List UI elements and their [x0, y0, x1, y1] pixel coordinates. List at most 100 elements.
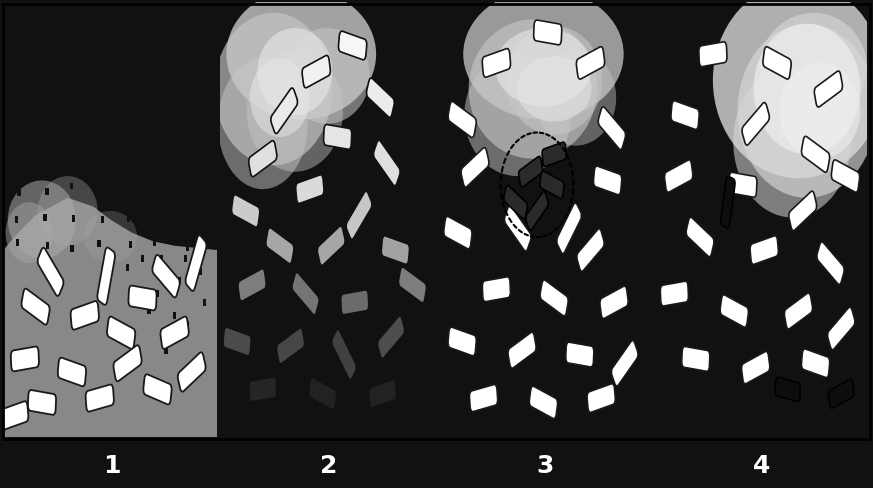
FancyBboxPatch shape	[508, 332, 536, 368]
FancyBboxPatch shape	[729, 172, 757, 197]
FancyBboxPatch shape	[367, 78, 395, 118]
FancyBboxPatch shape	[566, 342, 594, 367]
Ellipse shape	[258, 28, 333, 115]
FancyBboxPatch shape	[308, 378, 337, 410]
FancyBboxPatch shape	[461, 148, 489, 187]
FancyBboxPatch shape	[611, 341, 638, 386]
FancyBboxPatch shape	[223, 327, 251, 356]
Bar	[101, 217, 104, 224]
FancyBboxPatch shape	[28, 390, 56, 415]
Bar	[16, 74, 19, 81]
FancyBboxPatch shape	[801, 349, 829, 378]
Bar	[14, 155, 17, 162]
FancyBboxPatch shape	[664, 160, 693, 192]
FancyBboxPatch shape	[789, 191, 816, 231]
Bar	[181, 126, 184, 133]
FancyBboxPatch shape	[153, 255, 180, 298]
Bar	[127, 188, 130, 195]
FancyBboxPatch shape	[58, 358, 86, 386]
Bar	[203, 299, 206, 306]
Bar	[127, 42, 131, 49]
FancyBboxPatch shape	[671, 101, 699, 129]
FancyBboxPatch shape	[482, 48, 511, 77]
FancyBboxPatch shape	[504, 185, 527, 219]
FancyBboxPatch shape	[540, 171, 564, 199]
FancyBboxPatch shape	[576, 47, 605, 79]
FancyBboxPatch shape	[398, 267, 427, 303]
FancyBboxPatch shape	[107, 317, 135, 349]
Bar	[159, 155, 162, 162]
FancyBboxPatch shape	[828, 307, 855, 350]
FancyBboxPatch shape	[86, 385, 113, 412]
FancyBboxPatch shape	[22, 288, 50, 325]
Ellipse shape	[464, 0, 623, 120]
Bar	[97, 240, 100, 246]
FancyBboxPatch shape	[38, 248, 64, 296]
Bar	[45, 13, 49, 20]
Bar	[102, 130, 106, 137]
Bar	[164, 346, 168, 354]
FancyBboxPatch shape	[231, 195, 260, 227]
FancyBboxPatch shape	[587, 384, 615, 412]
FancyBboxPatch shape	[801, 136, 829, 172]
FancyBboxPatch shape	[249, 377, 277, 402]
FancyBboxPatch shape	[542, 142, 567, 166]
Bar	[14, 47, 17, 54]
FancyBboxPatch shape	[470, 385, 498, 412]
FancyBboxPatch shape	[828, 379, 854, 408]
FancyBboxPatch shape	[557, 203, 581, 254]
FancyBboxPatch shape	[721, 176, 735, 228]
Ellipse shape	[464, 54, 571, 176]
FancyBboxPatch shape	[577, 229, 604, 271]
FancyBboxPatch shape	[594, 166, 622, 195]
Ellipse shape	[247, 50, 343, 172]
Bar	[154, 47, 157, 54]
Ellipse shape	[226, 0, 376, 120]
Ellipse shape	[5, 202, 52, 263]
FancyBboxPatch shape	[482, 277, 511, 302]
Bar	[158, 100, 162, 107]
FancyBboxPatch shape	[686, 217, 714, 257]
FancyBboxPatch shape	[296, 175, 324, 203]
Ellipse shape	[733, 65, 851, 218]
Ellipse shape	[517, 56, 592, 122]
Bar	[127, 215, 130, 222]
Bar	[128, 241, 132, 248]
FancyBboxPatch shape	[382, 236, 409, 264]
Bar	[72, 44, 74, 51]
FancyBboxPatch shape	[185, 235, 207, 291]
FancyBboxPatch shape	[128, 285, 156, 310]
Text: 4: 4	[753, 454, 770, 478]
Bar	[46, 72, 50, 79]
FancyBboxPatch shape	[600, 286, 629, 319]
Bar	[157, 73, 161, 80]
Bar	[182, 46, 186, 54]
Ellipse shape	[753, 24, 861, 154]
FancyBboxPatch shape	[0, 401, 28, 430]
Bar	[14, 131, 17, 138]
FancyBboxPatch shape	[374, 140, 400, 186]
Bar	[157, 186, 161, 193]
Bar	[141, 255, 144, 262]
Bar	[126, 264, 129, 271]
FancyBboxPatch shape	[817, 242, 844, 285]
FancyBboxPatch shape	[660, 281, 689, 306]
Bar	[100, 160, 104, 166]
FancyBboxPatch shape	[292, 272, 320, 315]
FancyBboxPatch shape	[443, 217, 472, 249]
Bar	[72, 131, 75, 138]
Polygon shape	[3, 198, 217, 437]
FancyBboxPatch shape	[71, 301, 99, 330]
Bar	[43, 156, 46, 163]
FancyBboxPatch shape	[265, 228, 294, 264]
FancyBboxPatch shape	[332, 329, 356, 380]
Text: 3: 3	[536, 454, 553, 478]
Bar	[148, 307, 151, 314]
Bar	[15, 216, 18, 223]
FancyBboxPatch shape	[178, 352, 206, 392]
Bar	[184, 154, 188, 162]
Bar	[182, 17, 185, 23]
Bar	[103, 183, 107, 190]
FancyBboxPatch shape	[741, 351, 770, 384]
FancyBboxPatch shape	[519, 156, 543, 187]
